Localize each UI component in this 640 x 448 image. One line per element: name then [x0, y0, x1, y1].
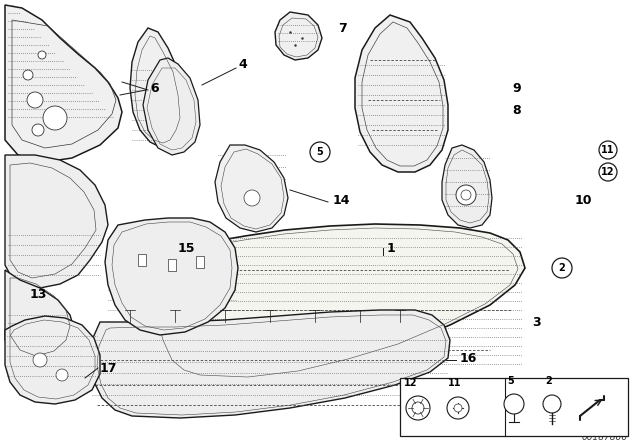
Bar	[400, 378, 628, 436]
Polygon shape	[105, 218, 238, 335]
Circle shape	[33, 353, 47, 367]
Circle shape	[32, 124, 44, 136]
Text: 1: 1	[387, 241, 396, 254]
Circle shape	[43, 106, 67, 130]
Polygon shape	[355, 15, 448, 172]
Polygon shape	[145, 224, 525, 378]
Text: 8: 8	[512, 103, 520, 116]
Text: 13: 13	[30, 289, 47, 302]
Text: 17: 17	[100, 362, 118, 375]
Text: 3: 3	[532, 315, 541, 328]
Circle shape	[599, 163, 617, 181]
Circle shape	[447, 397, 469, 419]
Text: 4: 4	[238, 59, 247, 72]
Polygon shape	[5, 155, 108, 288]
Text: 2: 2	[545, 376, 552, 386]
Text: 14: 14	[333, 194, 351, 207]
Bar	[196, 256, 204, 268]
Text: 00187806: 00187806	[582, 433, 628, 442]
Circle shape	[244, 190, 260, 206]
Polygon shape	[5, 316, 100, 404]
Text: 12: 12	[601, 167, 615, 177]
Circle shape	[56, 369, 68, 381]
Circle shape	[456, 185, 476, 205]
Text: 11: 11	[601, 145, 615, 155]
Text: 12: 12	[404, 378, 417, 388]
Circle shape	[599, 141, 617, 159]
Text: 7: 7	[338, 22, 347, 34]
Text: 5: 5	[507, 376, 514, 386]
Text: 16: 16	[460, 352, 477, 365]
Circle shape	[454, 404, 462, 412]
Text: 11: 11	[448, 378, 461, 388]
Circle shape	[27, 92, 43, 108]
Circle shape	[543, 395, 561, 413]
Text: 6: 6	[150, 82, 159, 95]
Circle shape	[310, 142, 330, 162]
Circle shape	[461, 190, 471, 200]
Polygon shape	[90, 310, 450, 418]
Text: 10: 10	[575, 194, 593, 207]
Polygon shape	[275, 12, 322, 60]
Bar	[168, 259, 176, 271]
Polygon shape	[215, 145, 288, 232]
Circle shape	[504, 394, 524, 414]
Polygon shape	[5, 270, 75, 365]
Text: 5: 5	[317, 147, 323, 157]
Polygon shape	[442, 145, 492, 228]
Circle shape	[412, 402, 424, 414]
Polygon shape	[5, 5, 122, 162]
Bar	[138, 254, 146, 266]
Circle shape	[552, 258, 572, 278]
Circle shape	[38, 51, 46, 59]
Text: 2: 2	[559, 263, 565, 273]
Text: 15: 15	[178, 241, 195, 254]
Polygon shape	[130, 28, 185, 148]
Polygon shape	[143, 58, 200, 155]
Circle shape	[23, 70, 33, 80]
Text: 9: 9	[512, 82, 520, 95]
Circle shape	[406, 396, 430, 420]
